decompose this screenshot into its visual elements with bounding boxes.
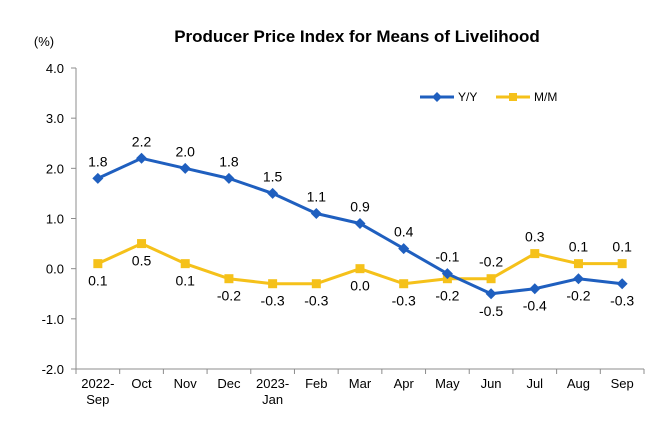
data-point-yy (529, 283, 541, 295)
data-label-yy: 0.9 (350, 199, 370, 215)
data-point-mm (355, 264, 365, 274)
data-point-mm (93, 259, 103, 269)
x-tick-label-line: Aug (567, 376, 590, 391)
data-point-mm (573, 259, 583, 269)
legend-marker-mm (509, 93, 517, 101)
x-tick-label: Feb (305, 376, 327, 391)
data-label-yy: 2.2 (132, 133, 152, 149)
x-tick-label: Jul (526, 376, 543, 391)
data-point-mm (311, 279, 321, 289)
legend-label-yy: Y/Y (458, 90, 477, 104)
x-tick-label: 2023-Jan (256, 376, 289, 407)
x-tick-label-line: Feb (305, 376, 327, 391)
x-tick-label-line: Dec (217, 376, 241, 391)
data-point-mm (137, 239, 147, 249)
x-tick-label: Oct (131, 376, 152, 391)
data-label-yy: -0.2 (566, 288, 590, 304)
x-tick-label-line: Jan (262, 392, 283, 407)
data-label-mm: -0.3 (392, 293, 416, 309)
data-label-mm: 0.1 (88, 273, 108, 289)
y-tick-label: 1.0 (46, 212, 64, 227)
data-label-yy: -0.3 (610, 293, 634, 309)
x-tick-label-line: 2022- (81, 376, 114, 391)
data-label-yy: 1.5 (263, 168, 283, 184)
data-point-yy (267, 187, 279, 199)
data-label-yy: -0.5 (479, 303, 503, 319)
x-tick-label: May (435, 376, 460, 391)
y-tick-label: 0.0 (46, 262, 64, 277)
x-tick-label-line: May (435, 376, 460, 391)
x-tick-label: Aug (567, 376, 590, 391)
x-tick-label-line: Nov (174, 376, 198, 391)
data-point-yy (136, 152, 148, 164)
data-point-mm (399, 279, 409, 289)
data-point-yy (572, 273, 584, 285)
data-label-mm: 0.1 (569, 239, 589, 255)
data-label-mm: -0.3 (304, 293, 328, 309)
x-tick-label-line: 2023- (256, 376, 289, 391)
data-point-mm (617, 259, 627, 269)
x-tick-label: 2022-Sep (81, 376, 114, 407)
y-tick-label: -2.0 (42, 362, 64, 377)
data-point-mm (486, 274, 496, 284)
x-tick-label: Sep (611, 376, 634, 391)
data-point-yy (354, 218, 366, 230)
data-point-yy (310, 207, 322, 219)
data-point-yy (441, 268, 453, 280)
data-label-mm: -0.3 (261, 293, 285, 309)
data-point-yy (485, 288, 497, 300)
data-label-yy: 1.8 (88, 153, 108, 169)
legend: Y/Y M/M (420, 90, 557, 104)
data-point-yy (398, 243, 410, 255)
data-point-mm (224, 274, 234, 284)
x-tick-label-line: Mar (349, 376, 372, 391)
y-tick-label: 2.0 (46, 161, 64, 176)
data-label-yy: -0.4 (523, 298, 547, 314)
data-label-yy: 1.1 (307, 188, 327, 204)
data-label-mm: 0.0 (350, 278, 370, 294)
data-label-mm: 0.5 (132, 253, 152, 269)
y-tick-label: 3.0 (46, 111, 64, 126)
x-tick-label: Mar (349, 376, 372, 391)
x-tick-label-line: Apr (394, 376, 415, 391)
y-axis-unit: (%) (34, 34, 54, 49)
chart-title: Producer Price Index for Means of Liveli… (174, 27, 540, 46)
data-label-mm: -0.2 (217, 288, 241, 304)
legend-marker-yy (432, 92, 442, 102)
x-tick-label: Dec (217, 376, 241, 391)
x-tick-label-line: Jun (481, 376, 502, 391)
y-tick-label: 4.0 (46, 61, 64, 76)
x-tick-label: Apr (394, 376, 415, 391)
x-tick-label-line: Oct (131, 376, 152, 391)
data-label-yy: 1.8 (219, 153, 239, 169)
series-layer: 0.1 0.5 0.1 -0.2 -0.3 -0.3 0.0 -0.3 -0.2 -0.2 0.3 0… (88, 133, 634, 318)
data-label-mm: 0.1 (612, 239, 632, 255)
data-label-mm: 0.3 (525, 229, 545, 245)
data-point-yy (92, 172, 104, 184)
data-label-yy: -0.1 (435, 249, 459, 265)
legend-label-mm: M/M (534, 90, 557, 104)
x-tick-label: Jun (481, 376, 502, 391)
x-tick-label-line: Jul (526, 376, 543, 391)
data-point-yy (616, 278, 628, 290)
data-label-mm: -0.2 (479, 254, 503, 270)
data-label-mm: 0.1 (175, 273, 195, 289)
x-tick-label-line: Sep (611, 376, 634, 391)
data-label-yy: 0.4 (394, 224, 414, 240)
data-point-mm (180, 259, 190, 269)
data-point-mm (530, 249, 540, 259)
x-tick-label: Nov (174, 376, 198, 391)
data-point-yy (179, 162, 191, 174)
data-label-mm: -0.2 (435, 288, 459, 304)
y-tick-label: -1.0 (42, 312, 64, 327)
data-point-yy (223, 172, 235, 184)
data-point-mm (268, 279, 278, 289)
data-label-yy: 2.0 (175, 143, 195, 159)
x-tick-label-line: Sep (86, 392, 109, 407)
